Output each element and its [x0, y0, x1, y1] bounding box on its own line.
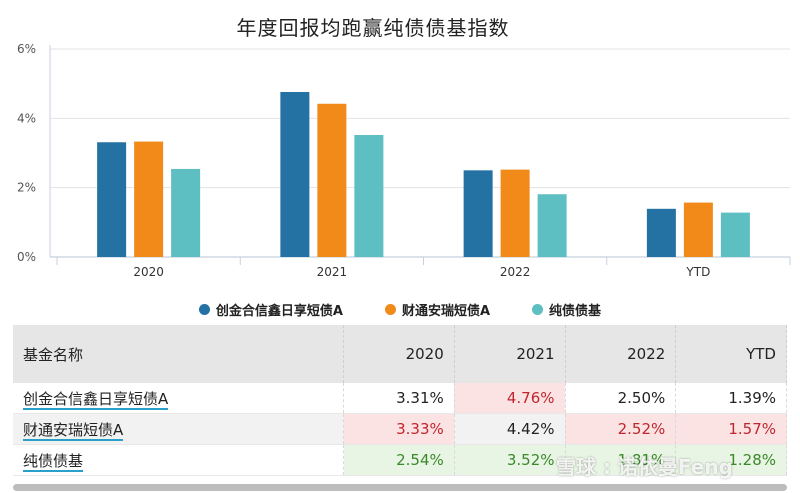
bar [537, 194, 567, 257]
legend-item-0[interactable]: 创金合信鑫日享短债A [198, 300, 343, 319]
table-cell: 2.54% [343, 444, 455, 476]
y-tick-label: 6% [17, 42, 36, 56]
fund-name-link[interactable]: 财通安瑞短债A [23, 420, 124, 441]
table-cell: 3.31% [343, 383, 455, 414]
table-row: 纯债债基 2.54% 3.52% 1.81% 1.28% [13, 444, 787, 476]
column-header[interactable]: YTD [675, 325, 787, 383]
bar [317, 103, 347, 257]
table-cell: 4.76% [454, 383, 566, 414]
legend-dot-icon [198, 304, 210, 315]
fund-name-cell[interactable]: 财通安瑞短债A [13, 413, 344, 445]
table-cell: 3.33% [343, 413, 455, 445]
bar [134, 141, 164, 257]
chart-legend: 创金合信鑫日享短债A 财通安瑞短债A 纯债债基 [0, 300, 800, 319]
legend-label: 创金合信鑫日享短债A [215, 304, 343, 319]
watermark: 雪球 : 诺依曼Feng [556, 455, 733, 479]
bar [500, 169, 530, 257]
fund-name-link[interactable]: 创金合信鑫日享短债A [23, 389, 169, 410]
x-tick-label: YTD [685, 265, 710, 279]
legend-item-2[interactable]: 纯债债基 [532, 300, 601, 319]
table-cell: 1.57% [675, 413, 787, 445]
chart-title: 年度回报均跑赢纯债债基指数 [236, 16, 510, 40]
legend-dot-icon [384, 304, 396, 315]
fund-name-cell[interactable]: 创金合信鑫日享短债A [13, 383, 344, 414]
bar [683, 202, 713, 257]
fund-name-cell[interactable]: 纯债债基 [13, 444, 344, 476]
table-cell: 1.81% [565, 444, 677, 476]
bar [646, 208, 676, 257]
fund-returns-table: 基金名称 2020 2021 2022 YTD 创金合信鑫日享短债A 3.31%… [13, 325, 787, 476]
table-cell: 3.52% [454, 444, 566, 476]
fund-name-link[interactable]: 纯债债基 [23, 451, 84, 472]
column-header[interactable]: 基金名称 [13, 325, 344, 383]
bar [97, 142, 127, 257]
table-row: 财通安瑞短债A 3.33% 4.42% 2.52% 1.57% [13, 413, 787, 445]
horizontal-scrollbar[interactable] [13, 484, 787, 491]
x-tick-label: 2021 [317, 265, 348, 279]
x-tick-label: 2020 [133, 265, 164, 279]
legend-label: 财通安瑞短债A [401, 304, 491, 319]
bar [280, 91, 310, 257]
table-cell: 1.39% [675, 383, 787, 414]
y-tick-label: 0% [17, 250, 36, 264]
bar [354, 134, 384, 257]
table-cell: 4.42% [454, 413, 566, 445]
legend-label: 纯债债基 [549, 304, 602, 319]
y-tick-label: 4% [17, 111, 36, 125]
bar-chart: 0% 2% 4% 6% 2020 2021 2022 YTD [17, 42, 791, 279]
bar [463, 170, 493, 257]
table-row: 创金合信鑫日享短债A 3.31% 4.76% 2.50% 1.39% [13, 383, 787, 414]
column-header[interactable]: 2022 [565, 325, 677, 383]
bar [720, 212, 750, 257]
bar [171, 168, 201, 257]
column-header[interactable]: 2021 [454, 325, 566, 383]
y-tick-label: 2% [17, 181, 36, 195]
legend-item-1[interactable]: 财通安瑞短债A [384, 300, 491, 319]
table-cell: 2.50% [565, 383, 677, 414]
column-header[interactable]: 2020 [343, 325, 455, 383]
table-cell: 2.52% [565, 413, 677, 445]
legend-dot-icon [532, 304, 544, 315]
table-header-row: 基金名称 2020 2021 2022 YTD [13, 325, 787, 383]
x-tick-label: 2022 [500, 265, 531, 279]
table-cell: 1.28% [675, 444, 787, 476]
